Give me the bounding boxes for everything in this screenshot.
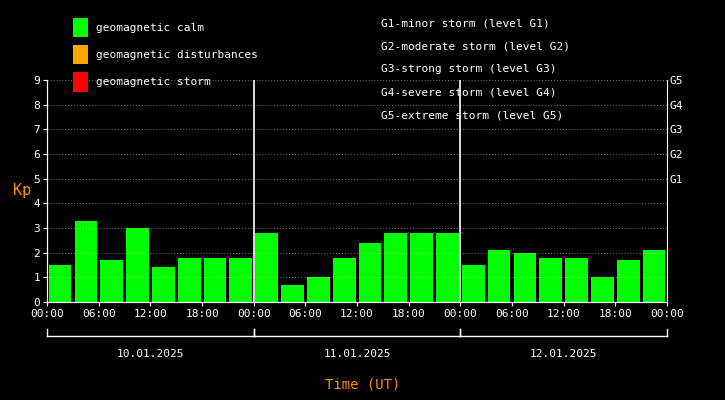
Text: G2-moderate storm (level G2): G2-moderate storm (level G2) (381, 41, 570, 51)
Bar (539, 258, 562, 302)
Text: geomagnetic disturbances: geomagnetic disturbances (96, 50, 257, 60)
Bar (436, 233, 459, 302)
Text: G1-minor storm (level G1): G1-minor storm (level G1) (381, 18, 550, 28)
Text: 12.01.2025: 12.01.2025 (530, 349, 597, 359)
Bar (75, 221, 97, 302)
Bar (566, 258, 588, 302)
Text: geomagnetic storm: geomagnetic storm (96, 77, 210, 87)
Bar (384, 233, 407, 302)
Bar (591, 277, 614, 302)
Bar (359, 243, 381, 302)
Bar (126, 228, 149, 302)
Bar (178, 258, 201, 302)
Bar (643, 250, 666, 302)
Text: Time (UT): Time (UT) (325, 378, 400, 392)
Bar (462, 265, 484, 302)
Bar (49, 265, 71, 302)
Bar (152, 268, 175, 302)
Bar (230, 258, 252, 302)
Bar (333, 258, 355, 302)
Bar (513, 253, 536, 302)
Bar (307, 277, 330, 302)
Bar (255, 233, 278, 302)
Y-axis label: Kp: Kp (13, 184, 31, 198)
Text: G5-extreme storm (level G5): G5-extreme storm (level G5) (381, 111, 563, 121)
Bar (488, 250, 510, 302)
Bar (204, 258, 226, 302)
Bar (100, 260, 123, 302)
Bar (410, 233, 433, 302)
Text: G4-severe storm (level G4): G4-severe storm (level G4) (381, 88, 556, 98)
Text: 11.01.2025: 11.01.2025 (323, 349, 391, 359)
Bar (617, 260, 639, 302)
Bar (281, 285, 304, 302)
Text: 10.01.2025: 10.01.2025 (117, 349, 184, 359)
Text: geomagnetic calm: geomagnetic calm (96, 22, 204, 33)
Text: G3-strong storm (level G3): G3-strong storm (level G3) (381, 64, 556, 74)
